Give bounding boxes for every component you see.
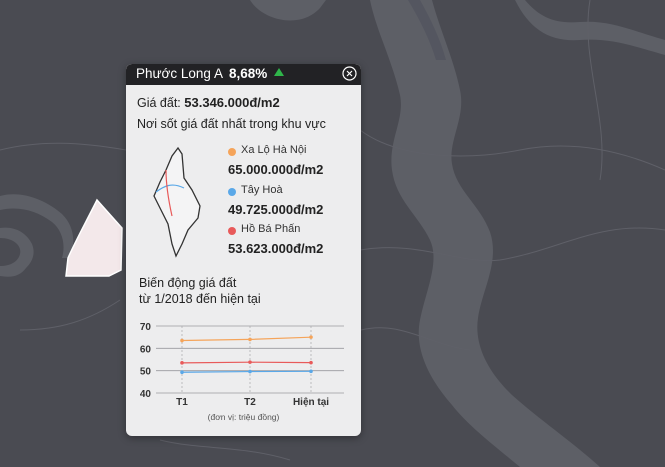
series-line [181, 370, 312, 373]
y-tick-label: 60 [140, 344, 152, 355]
land-price-line: Giá đất: 53.346.000đ/m2 [137, 95, 280, 110]
price-trend-chart: 40 50 60 70 T1 T2 Hiện tại [140, 322, 344, 408]
legend-name: Hồ Bá Phấn [241, 223, 301, 235]
data-point [248, 337, 252, 342]
series-line [181, 361, 312, 364]
y-tick-label: 50 [140, 367, 152, 378]
legend-value: 65.000.000đ/m2 [228, 162, 324, 177]
x-tick-label: T1 [176, 397, 188, 408]
land-price-label: Giá đất: [137, 96, 181, 110]
hotspot-subtitle: Nơi sốt giá đất nhất trong khu vực [137, 117, 326, 131]
legend-dot [228, 188, 236, 196]
data-point [309, 335, 313, 339]
data-point [248, 360, 252, 364]
close-circle-icon[interactable] [342, 66, 357, 81]
y-tick-label: 70 [140, 322, 152, 333]
legend-value: 49.725.000đ/m2 [228, 202, 324, 217]
data-point [180, 361, 184, 365]
data-point [180, 338, 184, 343]
x-tick-label: T2 [244, 397, 256, 408]
unit-note: (đơn vị: triệu đồng) [207, 412, 280, 422]
legend-dot [228, 148, 236, 156]
ward-name: Phước Long A [136, 66, 223, 81]
legend-name: Tây Hoà [241, 184, 283, 196]
chart-title-line2: từ 1/2018 đến hiện tại [139, 292, 261, 306]
ward-outline-thumbnail [153, 146, 201, 258]
popup-header: Phước Long A 8,68% [126, 64, 361, 85]
data-point [309, 360, 313, 365]
series-line [181, 336, 312, 342]
legend-name: Xa Lộ Hà Nội [241, 144, 307, 156]
land-price-value: 53.346.000đ/m2 [184, 95, 280, 110]
legend-value: 53.623.000đ/m2 [228, 241, 324, 256]
data-point [309, 369, 313, 374]
y-tick-label: 40 [140, 389, 152, 400]
chart-title-line1: Biến động giá đất [139, 276, 237, 290]
price-change-percent: 8,68% [229, 66, 268, 81]
triangle-up-icon [274, 68, 284, 76]
info-popup: Phước Long A 8,68% Giá đất: 53.346.000đ/… [126, 64, 361, 436]
data-point [180, 370, 184, 375]
data-point [248, 369, 252, 374]
legend-dot [228, 227, 236, 235]
x-tick-label: Hiện tại [293, 397, 329, 408]
